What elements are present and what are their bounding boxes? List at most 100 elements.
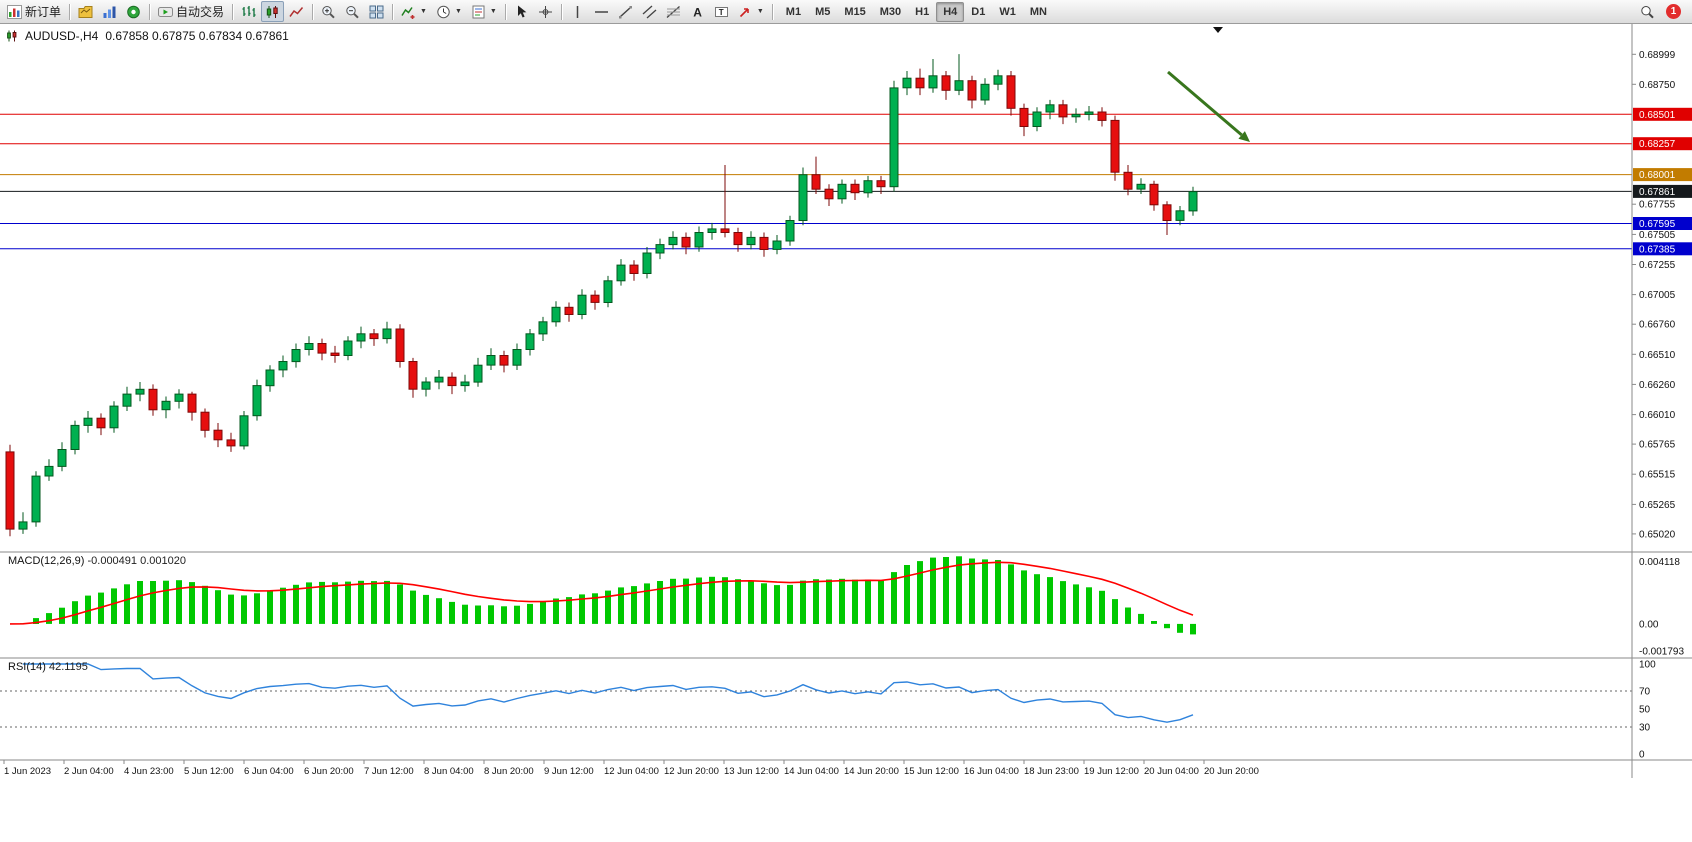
market-watch-icon — [103, 6, 116, 18]
community-button[interactable] — [122, 1, 145, 22]
trendline-icon — [618, 5, 632, 18]
price-scale[interactable]: 0.68999 0.68750 0.67755 0.67505 0.67255 0.670… — [1631, 24, 1692, 778]
svg-text:14 Jun 20:00: 14 Jun 20:00 — [844, 766, 899, 777]
line-chart-button[interactable] — [285, 1, 308, 22]
time-axis[interactable]: 1 Jun 2023 2 Jun 04:00 4 Jun 23:00 5 Jun 12… — [3, 760, 1259, 777]
svg-text:50: 50 — [1639, 705, 1651, 716]
market-watch-button[interactable] — [98, 1, 121, 22]
bar-chart-button[interactable] — [237, 1, 260, 22]
svg-text:19 Jun 12:00: 19 Jun 12:00 — [1084, 766, 1139, 777]
candlestick-chart-button[interactable] — [261, 1, 285, 22]
timeframe-button-h4[interactable]: H4 — [936, 1, 965, 22]
horizontal-line-button[interactable] — [590, 1, 613, 22]
fibonacci-button[interactable] — [662, 1, 685, 22]
timeframe-button-m15[interactable]: M15 — [837, 2, 872, 22]
auto-trading-label: 自动交易 — [176, 5, 225, 19]
arrows-button[interactable]: ▼ — [734, 1, 768, 22]
text-icon: A — [693, 5, 702, 19]
tile-windows-button[interactable] — [365, 1, 388, 22]
svg-text:2 Jun 04:00: 2 Jun 04:00 — [64, 766, 114, 777]
timeframe-button-d1[interactable]: D1 — [964, 2, 992, 22]
svg-text:30: 30 — [1639, 723, 1651, 734]
cursor-button[interactable] — [510, 1, 533, 22]
channel-button[interactable] — [638, 1, 661, 22]
timeframe-button-m30[interactable]: M30 — [873, 2, 908, 22]
search-button[interactable] — [1636, 1, 1659, 22]
chart-window[interactable]: 0.68999 0.68750 0.67755 0.67505 0.67255 0.670… — [0, 24, 1692, 842]
svg-text:12 Jun 04:00: 12 Jun 04:00 — [604, 766, 659, 777]
equidistant-channel-icon — [642, 5, 657, 18]
text-label-icon: T — [714, 6, 728, 17]
svg-text:0.67005: 0.67005 — [1639, 290, 1676, 301]
profiles-folder-icon — [78, 5, 93, 18]
profiles-button[interactable] — [74, 1, 97, 22]
timeframe-button-m1[interactable]: M1 — [779, 2, 808, 22]
separator — [392, 3, 394, 20]
template-icon — [472, 5, 485, 18]
svg-text:0.65515: 0.65515 — [1639, 470, 1676, 481]
svg-text:0.65265: 0.65265 — [1639, 500, 1676, 511]
clock-icon — [437, 5, 450, 18]
svg-text:20 Jun 20:00: 20 Jun 20:00 — [1204, 766, 1259, 777]
crosshair-button[interactable] — [534, 1, 557, 22]
svg-text:0.65020: 0.65020 — [1639, 529, 1676, 540]
macd-layer — [9, 556, 1196, 635]
svg-text:12 Jun 20:00: 12 Jun 20:00 — [664, 766, 719, 777]
svg-text:0.67755: 0.67755 — [1639, 200, 1676, 211]
separator — [69, 3, 71, 20]
auto-trading-button[interactable]: 自动交易 — [154, 1, 228, 22]
timeframe-button-mn[interactable]: MN — [1023, 2, 1054, 22]
new-order-icon — [7, 4, 22, 19]
vertical-line-button[interactable] — [566, 1, 589, 22]
svg-text:0.00: 0.00 — [1639, 619, 1659, 630]
zoom-out-button[interactable] — [341, 1, 364, 22]
text-button[interactable]: A — [686, 1, 709, 22]
svg-text:14 Jun 04:00: 14 Jun 04:00 — [784, 766, 839, 777]
svg-text:4 Jun 23:00: 4 Jun 23:00 — [124, 766, 174, 777]
svg-text:16 Jun 04:00: 16 Jun 04:00 — [964, 766, 1019, 777]
templates-button[interactable]: ▼ — [467, 1, 501, 22]
zoom-in-button[interactable] — [317, 1, 340, 22]
chart-canvas[interactable]: 0.68999 0.68750 0.67755 0.67505 0.67255 0.670… — [0, 24, 1692, 780]
svg-text:8 Jun 04:00: 8 Jun 04:00 — [424, 766, 474, 777]
search-icon — [1641, 5, 1654, 18]
new-order-button[interactable]: 新订单 — [3, 1, 65, 22]
new-order-label: 新订单 — [25, 5, 62, 19]
zoom-in-icon — [322, 5, 335, 18]
vertical-line-icon — [576, 5, 579, 18]
chart-shift-marker[interactable] — [1213, 27, 1223, 33]
svg-text:9 Jun 12:00: 9 Jun 12:00 — [544, 766, 594, 777]
main-toolbar: 新订单 自动交易 ▼ ▼ ▼ — [0, 0, 1692, 24]
svg-text:6 Jun 04:00: 6 Jun 04:00 — [244, 766, 294, 777]
svg-text:0.66010: 0.66010 — [1639, 410, 1676, 421]
svg-text:15 Jun 12:00: 15 Jun 12:00 — [904, 766, 959, 777]
svg-text:0.67595: 0.67595 — [1639, 219, 1676, 230]
text-label-button[interactable]: T — [710, 1, 733, 22]
svg-text:0.67861: 0.67861 — [1639, 187, 1676, 198]
svg-text:70: 70 — [1639, 687, 1651, 698]
svg-text:0.68999: 0.68999 — [1639, 50, 1676, 61]
indicators-button[interactable]: ▼ — [397, 1, 431, 22]
svg-text:5 Jun 12:00: 5 Jun 12:00 — [184, 766, 234, 777]
candlestick-chart-icon — [266, 5, 278, 18]
timeframe-button-h1[interactable]: H1 — [908, 2, 936, 22]
timeframe-button-w1[interactable]: W1 — [992, 2, 1023, 22]
fibonacci-icon — [666, 5, 680, 18]
periods-button[interactable]: ▼ — [432, 1, 466, 22]
panel-separators[interactable] — [0, 551, 1692, 761]
tile-windows-icon — [369, 5, 384, 18]
toolbar-right-group: 1 — [1636, 1, 1689, 22]
community-icon — [127, 5, 140, 18]
timeframe-button-m5[interactable]: M5 — [808, 2, 837, 22]
line-chart-icon — [289, 6, 304, 17]
separator — [504, 3, 506, 20]
chevron-down-icon: ▼ — [489, 8, 497, 15]
svg-text:0.66760: 0.66760 — [1639, 320, 1676, 331]
trendline-button[interactable] — [614, 1, 637, 22]
svg-text:0.67385: 0.67385 — [1639, 244, 1676, 255]
chevron-down-icon: ▼ — [420, 8, 427, 15]
separator — [560, 3, 562, 20]
separator — [232, 3, 234, 20]
notification-badge[interactable]: 1 — [1666, 4, 1681, 19]
